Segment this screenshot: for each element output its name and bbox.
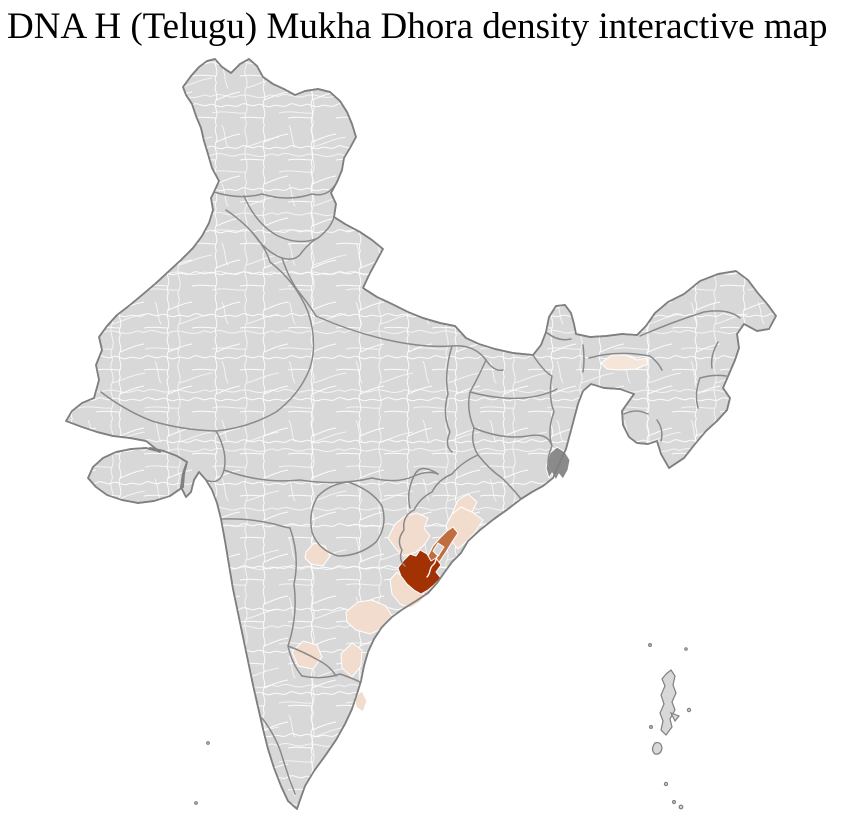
lakshadweep-dot-1 xyxy=(206,741,210,745)
andaman-spur xyxy=(669,711,680,723)
district-low-3[interactable] xyxy=(451,493,478,515)
state-borders xyxy=(100,181,741,795)
border-mah-karnataka xyxy=(220,518,291,529)
andaman-round-island xyxy=(651,741,663,755)
lakshadweep-dot-2 xyxy=(194,801,198,805)
island-dot-2 xyxy=(684,647,688,651)
border-himachal xyxy=(243,195,335,243)
border-mp-chhattisgarh xyxy=(444,345,453,453)
district-low-1[interactable] xyxy=(387,512,431,557)
border-jk-south xyxy=(213,181,338,199)
island-dot-4 xyxy=(648,724,653,729)
density-districts xyxy=(291,354,649,713)
border-chhattisgarh-odisha xyxy=(471,427,522,500)
island-dot-1 xyxy=(647,642,652,647)
border-haryana-south xyxy=(281,257,317,317)
border-mah-north xyxy=(223,469,439,484)
border-manipur xyxy=(695,374,727,409)
border-odisha-west xyxy=(398,454,479,567)
district-verylow-1[interactable] xyxy=(600,354,649,371)
border-rajasthan xyxy=(100,231,315,432)
district-highest-1[interactable] xyxy=(397,549,442,595)
border-kerala xyxy=(261,717,296,795)
district-low-9[interactable] xyxy=(354,690,368,713)
border-sikkim xyxy=(545,331,572,341)
border-telangana xyxy=(310,481,385,557)
border-nagaland xyxy=(710,341,719,369)
border-karnataka-ap xyxy=(287,527,303,677)
border-mah-cg xyxy=(407,467,439,509)
border-meghalaya xyxy=(588,352,663,371)
border-bihar-jharkhand xyxy=(469,359,558,400)
border-wb-west xyxy=(532,354,555,475)
border-ap-tn xyxy=(301,673,361,683)
island-dot-7 xyxy=(678,804,684,810)
border-karnataka-tn xyxy=(287,645,337,677)
border-assam-arunachal xyxy=(639,310,741,337)
island-dot-3 xyxy=(686,707,692,713)
andaman-main-island xyxy=(659,669,677,736)
district-gap-wedge[interactable] xyxy=(432,542,445,557)
border-jharkhand-south xyxy=(467,391,553,447)
border-mizoram-tripura xyxy=(623,410,663,442)
border-wb-assam xyxy=(582,344,585,373)
creek-boundary-squiggle xyxy=(426,554,440,578)
island-dot-6 xyxy=(671,799,677,805)
islands[interactable] xyxy=(194,642,692,810)
island-dot-5 xyxy=(663,781,669,787)
district-low-8[interactable] xyxy=(340,642,363,678)
page-title: DNA H (Telugu) Mukha Dhora density inter… xyxy=(7,6,828,47)
